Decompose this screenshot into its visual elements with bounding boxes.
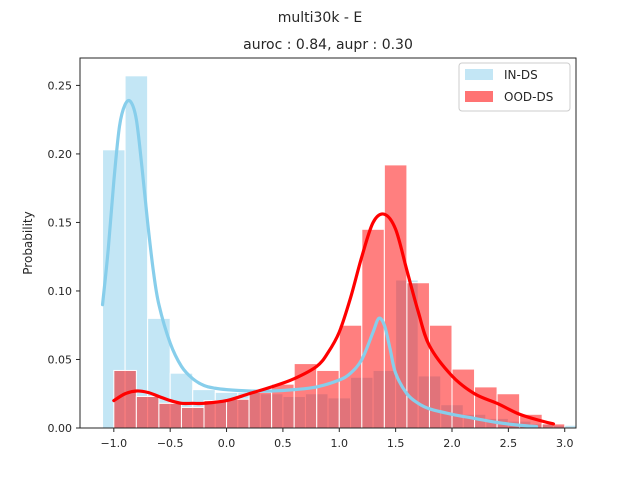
x-tick-label-7: 2.5 [500,437,518,450]
x-tick-label-5: 1.5 [387,437,405,450]
y-tick-label-0: 0.00 [48,422,73,435]
ood-ds-bar-9 [316,369,340,429]
legend-label-ood-ds: OOD-DS [504,90,553,104]
x-tick-label-8: 3.0 [556,437,574,450]
y-tick-label-5: 0.25 [48,79,73,92]
x-tick-label-1: −0.5 [157,437,184,450]
ood-ds-bar-5 [226,398,250,429]
ood-ds-bar-4 [203,400,228,429]
legend-swatch-in-ds [465,69,493,80]
y-tick-label-3: 0.15 [48,216,73,229]
plot-area: −1.0 −0.5 0.0 0.5 1.0 1.5 2.0 2.5 3.0 0.000.050.… [48,57,577,450]
ood-ds-bar-2 [158,402,182,429]
legend-swatch-ood-ds [465,91,493,102]
x-tick-label-6: 2.0 [443,437,461,450]
y-axis-ticks: 0.00 0.05 0.10 0.15 0.20 0.25 [48,79,80,435]
y-tick-label-4: 0.20 [48,148,73,161]
ood-ds-histogram [113,164,566,429]
y-axis-label: Probability [21,211,35,274]
ood-ds-bar-6 [248,391,273,429]
legend: IN-DS OOD-DS [458,62,571,112]
ood-ds-bar-1 [135,395,160,429]
kde-curves [100,98,556,429]
plot-frame [79,57,577,429]
ood-ds-bar-10 [338,324,363,429]
ood-ds-kde-line [112,212,556,426]
x-axis-ticks: −1.0 −0.5 0.0 0.5 1.0 1.5 2.0 2.5 3.0 [100,428,573,450]
y-tick-label-1: 0.05 [48,353,73,366]
legend-label-in-ds: IN-DS [504,68,538,82]
ood-ds-bar-3 [180,406,205,429]
x-tick-label-4: 1.0 [331,437,349,450]
in-ds-kde-line [100,98,539,429]
x-tick-label-3: 0.5 [274,437,292,450]
chart-title: multi30k - E [278,10,363,26]
y-tick-label-2: 0.10 [48,285,73,298]
chart-subtitle: auroc : 0.84, aupr : 0.30 [243,37,413,53]
x-tick-label-2: 0.0 [218,437,236,450]
x-tick-label-0: −1.0 [100,437,127,450]
